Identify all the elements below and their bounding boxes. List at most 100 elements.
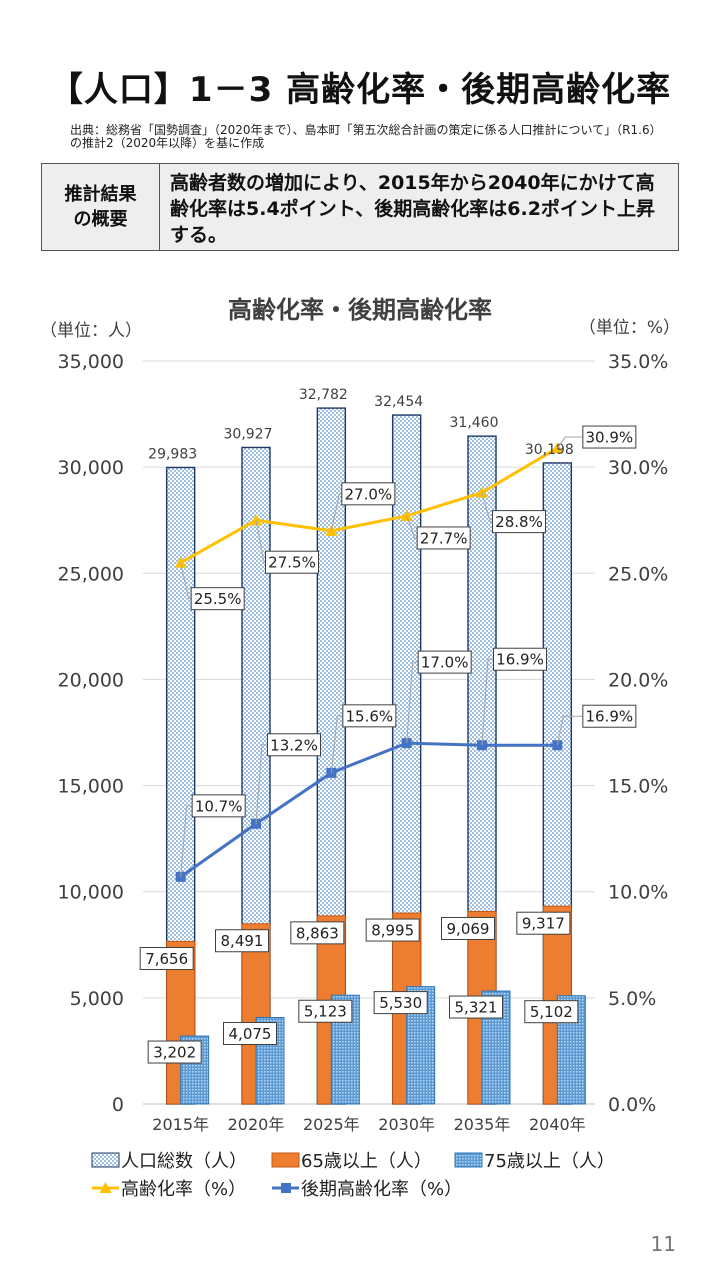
y-right-tick-label: 20.0%: [608, 669, 668, 691]
y-left-tick-label: 10,000: [58, 882, 124, 904]
x-tick-label: 2020年: [228, 1115, 285, 1134]
aging-rate-line: [179, 446, 559, 564]
aging-rate-label-box: [492, 510, 546, 534]
bar-65plus-label-box: [516, 911, 571, 935]
aging-rate-leader: [556, 436, 584, 449]
aging-rate-marker: [400, 509, 413, 521]
y-left-tick-label: 35,000: [58, 351, 124, 373]
bar-65plus-label-box: [139, 946, 194, 970]
aging-rate-label-box: [265, 550, 319, 574]
bar-65plus-label: 8,863: [296, 924, 339, 942]
legend-late-aging-rate-swatch-marker: [281, 1183, 291, 1193]
bar-65plus-label-box: [441, 916, 495, 940]
late-aging-rate-leader: [330, 715, 344, 773]
aging-rate-label: 27.7%: [420, 529, 468, 547]
bar-total-label: 30,198: [525, 442, 574, 458]
y-right-tick-label: 25.0%: [608, 563, 668, 585]
late-aging-rate-label-box: [493, 647, 547, 671]
aging-rate-label: 25.5%: [194, 590, 242, 608]
legend-total-label: 人口総数（人）: [121, 1151, 247, 1172]
aging-rate-label-box: [416, 526, 471, 550]
x-tick-label: 2040年: [529, 1115, 586, 1134]
bar-75plus-label: 3,202: [153, 1044, 196, 1062]
y-left-tick-label: 15,000: [58, 776, 124, 798]
late-aging-rate-leader: [556, 715, 584, 746]
late-aging-rate-label-box: [417, 650, 472, 674]
y-left-tick-label: 5,000: [70, 988, 124, 1010]
summary-text: 高齢者数の増加により、2015年から2040年にかけて高齢化率は5.4ポイント、…: [170, 172, 655, 246]
late-aging-rate-label-box: [191, 794, 246, 818]
legend-65plus-label: 65歳以上（人）: [301, 1151, 432, 1172]
late-aging-rate-leader: [255, 744, 268, 824]
bar-75plus-label: 5,530: [379, 994, 422, 1012]
bar-75plus-label-box: [449, 995, 503, 1019]
late-aging-rate-label-box: [267, 733, 321, 757]
bar-75plus-label: 5,321: [455, 999, 498, 1017]
late-aging-rate-label: 16.9%: [496, 651, 544, 669]
y-left-tick-label: 20,000: [58, 669, 124, 691]
bar-65plus-label-box: [290, 921, 345, 945]
bar-75plus-label-box: [223, 1021, 277, 1045]
legend-aging-rate-swatch-marker: [99, 1182, 112, 1193]
x-tick-label: 2030年: [378, 1115, 435, 1134]
summary-box: 推計結果 の概要 高齢者数の増加により、2015年から2040年にかけて高齢化率…: [41, 163, 679, 251]
aging-rate-label: 27.5%: [268, 554, 316, 572]
y-left-tick-label: 25,000: [58, 563, 124, 585]
late-aging-rate-label: 16.9%: [586, 708, 634, 726]
legend-late-aging-rate-label: 後期高齢化率（%）: [301, 1179, 462, 1200]
bar-total-label: 29,983: [148, 447, 197, 463]
right-axis-unit: （単位：%）: [579, 318, 680, 338]
late-aging-rate-line: [179, 741, 558, 879]
late-aging-rate-leader: [481, 658, 494, 746]
bar-65plus-label: 9,069: [447, 920, 490, 938]
legend-aging-rate-label: 高齢化率（%）: [121, 1179, 246, 1200]
y-left-tick-label: 30,000: [58, 457, 124, 479]
bar-total-label: 31,460: [450, 415, 499, 431]
legend-75plus-swatch: [454, 1152, 483, 1168]
bar-65plus-label: 8,491: [221, 932, 264, 950]
late-aging-rate-leader: [406, 661, 419, 744]
aging-rate-label: 30.9%: [586, 429, 634, 447]
bar-75plus-label-box: [147, 1040, 202, 1064]
x-tick-label: 2035年: [454, 1115, 511, 1134]
legend-65plus-swatch: [271, 1152, 300, 1168]
legend-75plus-label: 75歳以上（人）: [484, 1151, 615, 1172]
y-left-tick-label: 0: [112, 1094, 124, 1116]
bar-total-label: 32,454: [374, 394, 423, 410]
late-aging-rate-label: 15.6%: [346, 707, 394, 725]
bar-65plus-label: 8,995: [371, 922, 414, 940]
aging-rate-label-box: [341, 482, 396, 506]
bar-75plus-label-box: [524, 1000, 579, 1024]
aging-rate-label-box: [582, 425, 637, 449]
late-aging-rate-label-box: [582, 704, 637, 728]
aging-rate-label-box: [190, 587, 245, 611]
bar-75plus-label-box: [298, 999, 353, 1023]
late-aging-rate-label-box: [342, 704, 397, 728]
late-aging-rate-label: 17.0%: [421, 654, 469, 672]
page-title: 【人口】1－3 高齢化率・後期高齢化率: [48, 70, 672, 110]
x-tick-label: 2015年: [152, 1115, 209, 1134]
source-note: 出典：総務省「国勢調査」（2020年まで）、島本町「第五次総合計画の策定に係る人…: [70, 123, 662, 150]
y-right-tick-label: 10.0%: [608, 882, 668, 904]
bar-75plus-label: 4,075: [229, 1025, 272, 1043]
left-axis-unit: （単位：人）: [40, 321, 142, 341]
bar-total-label: 30,927: [224, 426, 273, 442]
aging-rate-marker: [476, 486, 488, 498]
late-aging-rate-label: 13.2%: [270, 736, 318, 754]
late-aging-rate-label: 10.7%: [195, 797, 243, 815]
legend-total-swatch: [91, 1152, 120, 1168]
bar-75plus-label-box: [373, 991, 428, 1015]
aging-rate-label: 28.8%: [495, 513, 543, 531]
summary-heading: 推計結果 の概要: [42, 164, 160, 250]
page-number: 11: [650, 1232, 676, 1256]
late-aging-rate-leader: [180, 805, 193, 877]
bar-65plus-label: 7,656: [145, 950, 188, 968]
y-right-tick-label: 30.0%: [608, 457, 668, 479]
bar-65plus-label: 9,317: [522, 915, 565, 933]
y-right-tick-label: 0.0%: [608, 1094, 656, 1116]
bar-65plus-label-box: [215, 929, 269, 953]
bar-total-label: 32,782: [299, 387, 348, 403]
aging-rate-label: 27.0%: [345, 485, 393, 503]
bar-75plus-label: 5,102: [530, 1003, 573, 1021]
